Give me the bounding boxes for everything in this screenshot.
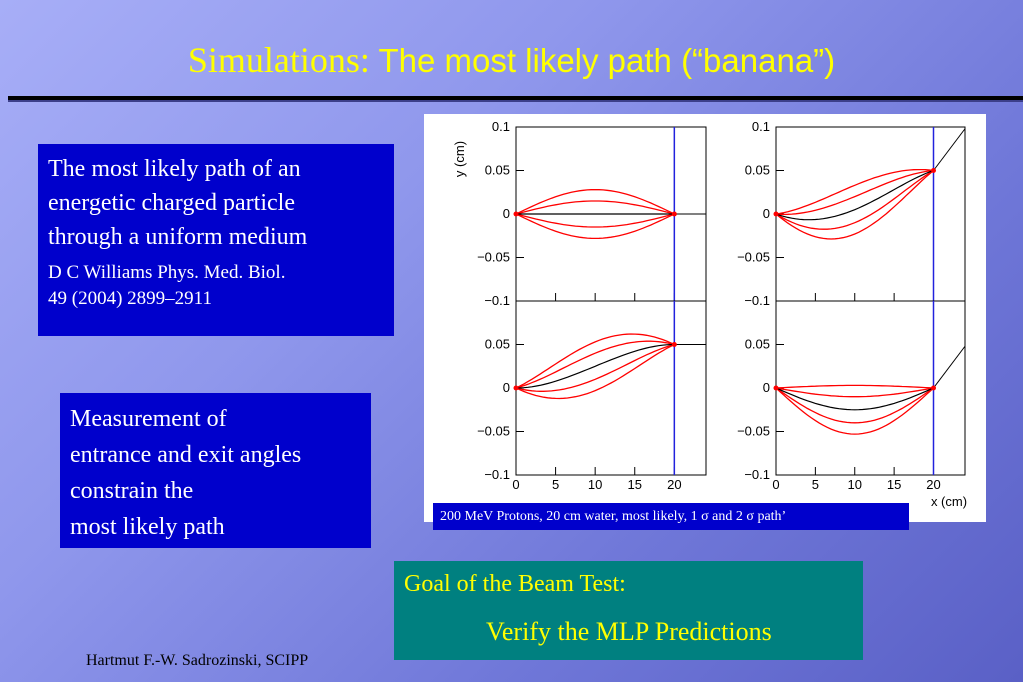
panel-2-mlp-path	[775, 169, 934, 221]
panel-4-xtick-label: 20	[926, 477, 940, 492]
panel-1-sigma-envelope	[515, 213, 675, 240]
banana-plot-figure: 0.1 0.05 0 −0.05 −0.1 0.1 0.05 0 −0.05 −0.1 0.05 0−…	[424, 114, 986, 522]
panel-3-exit-point	[671, 342, 677, 347]
title-divider	[8, 96, 1023, 100]
goal-text: Verify the MLP Predictions	[486, 617, 772, 646]
mlp-description-text: The most likely path of an energetic cha…	[48, 156, 308, 250]
panel-2-sigma-envelope	[775, 168, 934, 215]
panel-4-ytick-label: −0.1	[744, 467, 770, 482]
panel-2-ytick-label: 0	[763, 206, 770, 221]
panel-4-ytick-label: −0.05	[737, 424, 770, 439]
panel-3-ytick-label: 0	[503, 380, 510, 395]
panel-1-sigma-envelope	[515, 200, 675, 215]
title-part1: Simulations:	[187, 40, 370, 80]
panel-4-exit-trajectory	[933, 345, 966, 389]
goal-box: Goal of the Beam Test: Verify the MLP Pr…	[394, 561, 863, 660]
panel-3-xtick-label: 15	[628, 477, 642, 492]
banana-plot-svg: 0.10.050−0.05−0.10.10.050−0.05−0.10.050−…	[452, 119, 967, 509]
panel-2-sigma-envelope	[775, 169, 934, 230]
panel-1-sigma-envelope	[515, 213, 675, 228]
panel-3-xtick-label: 5	[552, 477, 559, 492]
y-axis-label: y (cm)	[452, 141, 467, 177]
panel-1-exit-point	[671, 211, 677, 217]
panel-2-sigma-envelope	[775, 169, 934, 216]
slide-title: Simulations: The most likely path (“bana…	[0, 36, 1023, 85]
panel-4-exit-point	[931, 385, 936, 391]
panel-3-ytick-label: −0.05	[477, 424, 510, 439]
panel-3-sigma-envelope	[515, 343, 675, 400]
panel-1-ytick-label: 0.05	[485, 163, 510, 178]
panel-2-ytick-label: −0.05	[737, 250, 770, 265]
panel-1-ytick-label: 0	[503, 206, 510, 221]
panel-4-xtick-label: 0	[772, 477, 779, 492]
panel-3-ytick-label: 0.05	[485, 337, 510, 352]
panel-4-xtick-label: 15	[887, 477, 901, 492]
reference-text: D C Williams Phys. Med. Biol. 49 (2004) …	[48, 262, 286, 309]
panel-4-sigma-envelope	[775, 384, 934, 389]
panel-3-xtick-label: 20	[667, 477, 681, 492]
panel-3-mlp-path	[515, 343, 675, 389]
panel-4-sigma-envelope	[775, 387, 934, 435]
panel-2-exit-trajectory	[933, 128, 966, 171]
panel-4-ytick-label: 0.05	[745, 337, 770, 352]
panel-2-frame	[775, 126, 966, 302]
panel-1-ytick-label: −0.1	[484, 293, 510, 308]
panel-4-sigma-envelope	[775, 387, 934, 424]
panel-2-entry-point	[773, 211, 779, 217]
title-part2: The most likely path (“banana”)	[369, 42, 836, 79]
panel-2-exit-point	[931, 168, 936, 173]
panel-3-sigma-envelope	[515, 333, 675, 389]
panel-2-ytick-label: −0.1	[744, 293, 770, 308]
panel-3-entry-point	[513, 385, 519, 391]
panel-4-mlp-path	[775, 387, 934, 411]
panel-3-ytick-label: −0.1	[484, 467, 510, 482]
panel-4-sigma-envelope	[775, 387, 934, 398]
panel-1-ytick-label: 0.1	[492, 119, 510, 134]
x-axis-label: x (cm)	[931, 494, 967, 509]
angles-box: Measurement of entrance and exit angles …	[60, 393, 371, 548]
panel-2-ytick-label: 0.1	[752, 119, 770, 134]
panel-1-ytick-label: −0.05	[477, 250, 510, 265]
panel-4-entry-point	[773, 385, 779, 391]
panel-3-sigma-envelope	[515, 343, 675, 392]
panel-3-xtick-label: 10	[588, 477, 602, 492]
panel-4-xtick-label: 10	[848, 477, 862, 492]
panel-3-xtick-label: 0	[512, 477, 519, 492]
panel-3-frame	[515, 300, 707, 476]
goal-title: Goal of the Beam Test:	[404, 571, 626, 597]
footer-author: Hartmut F.-W. Sadrozinski, SCIPP	[86, 652, 309, 669]
panel-1-entry-point	[513, 211, 519, 217]
panel-1-sigma-envelope	[515, 188, 675, 215]
panel-4-xtick-label: 5	[812, 477, 819, 492]
figure-caption: 200 MeV Protons, 20 cm water, most likel…	[433, 503, 909, 530]
panel-2-sigma-envelope	[775, 170, 934, 240]
panel-4-frame	[775, 300, 966, 476]
mlp-description-box: The most likely path of an energetic cha…	[38, 144, 394, 336]
panel-3-sigma-envelope	[515, 340, 675, 389]
panel-4-ytick-label: 0	[763, 380, 770, 395]
panel-2-ytick-label: 0.05	[745, 163, 770, 178]
